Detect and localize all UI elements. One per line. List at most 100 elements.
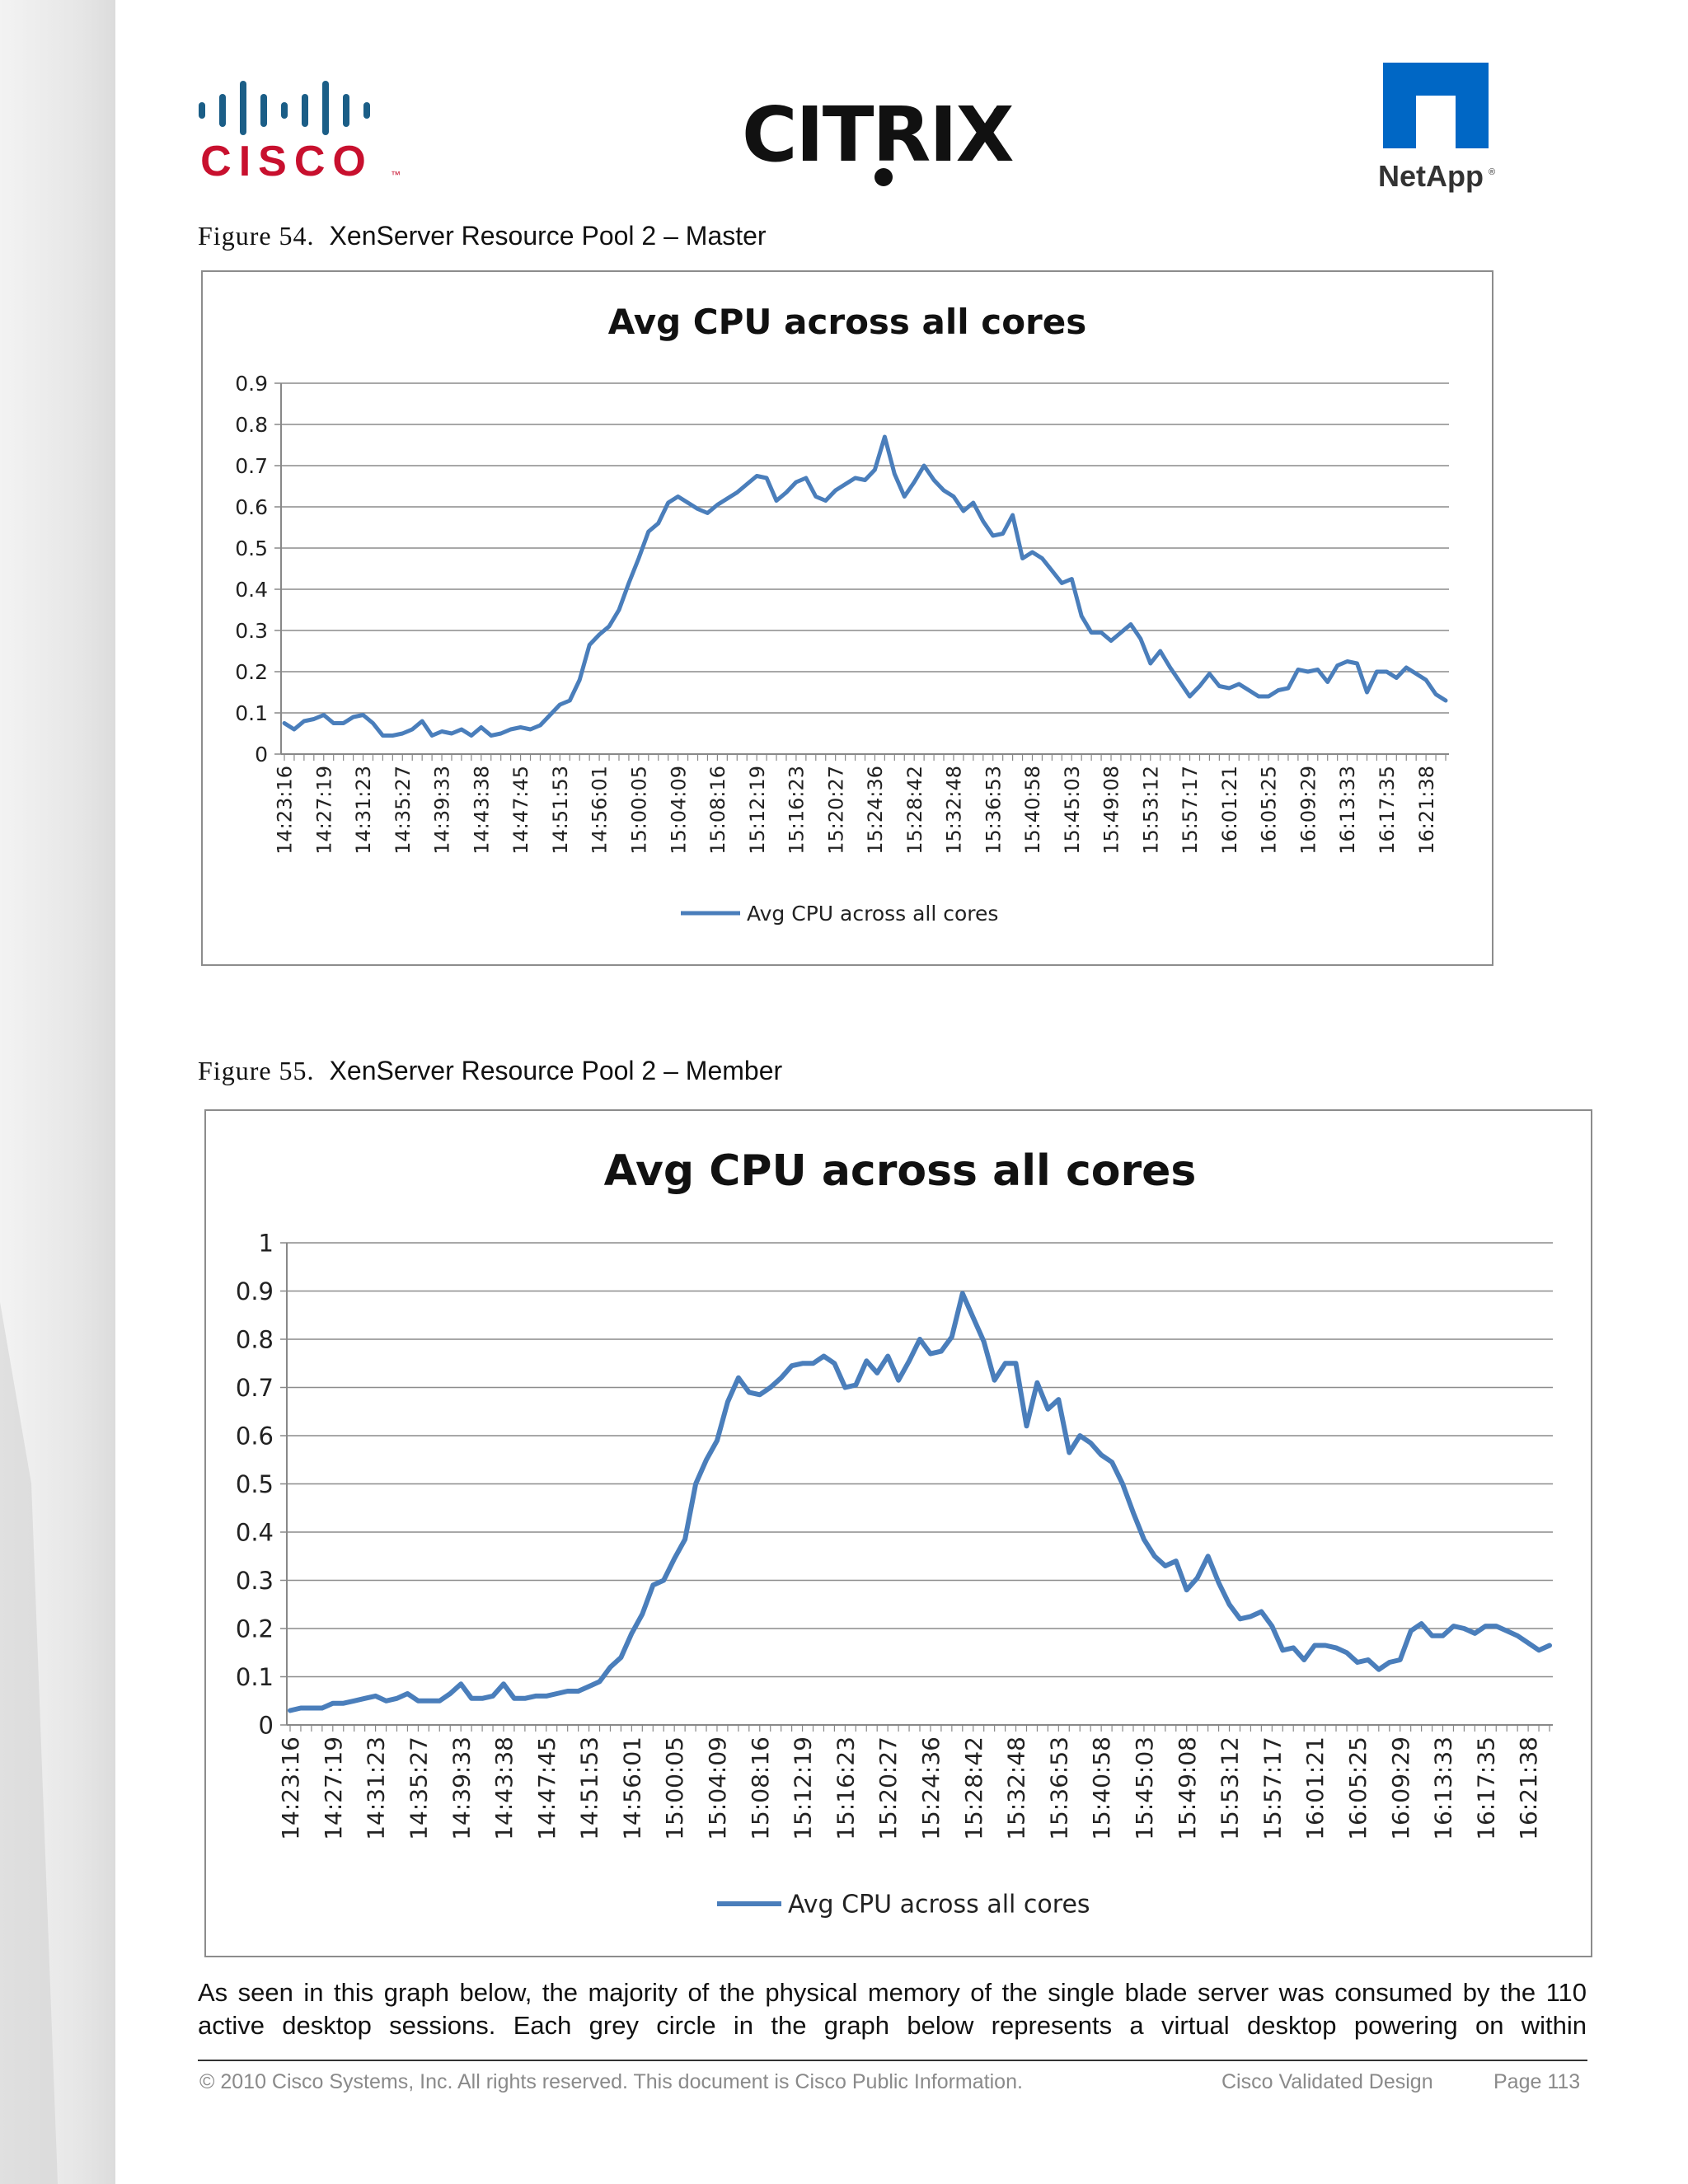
netapp-wordmark: NetApp — [1378, 159, 1484, 193]
netapp-logo: NetApp ® — [1376, 59, 1517, 199]
document-page: CISCO ™ CITRIX ® NetApp ® Figure 54. XenS… — [115, 0, 1688, 2184]
x-tick-label: 14:39:33 — [431, 766, 454, 855]
figure-55-caption: Figure 55. XenServer Resource Pool 2 – Me… — [198, 1056, 782, 1086]
y-tick-label: 0.9 — [235, 372, 268, 396]
x-tick-label: 15:32:48 — [943, 766, 966, 855]
x-tick-label: 16:21:38 — [1515, 1736, 1542, 1840]
page-left-band — [0, 0, 115, 2184]
y-tick-label: 0 — [259, 1711, 274, 1739]
netapp-n-icon — [1383, 63, 1489, 148]
x-tick-label: 15:53:12 — [1217, 1736, 1244, 1840]
cisco-bars-icon: CISCO ™ — [199, 81, 401, 185]
x-tick-label: 15:45:03 — [1131, 1736, 1158, 1840]
x-tick-label: 14:47:45 — [533, 1736, 560, 1840]
y-tick-label: 0.3 — [235, 619, 268, 643]
x-tick-label: 14:35:27 — [405, 1736, 432, 1840]
x-tick-label: 15:24:36 — [864, 766, 887, 855]
figure-number: Figure 54. — [198, 221, 315, 251]
cisco-wordmark: CISCO — [200, 138, 373, 185]
x-tick-label: 15:12:19 — [746, 766, 769, 855]
chart-title: Avg CPU across all cores — [608, 302, 1087, 342]
legend-label: Avg CPU across all cores — [788, 1891, 1090, 1919]
y-tick-label: 0.1 — [236, 1663, 274, 1691]
y-tick-label: 0.2 — [235, 660, 268, 684]
y-tick-label: 0.5 — [235, 537, 268, 560]
figure-number: Figure 55. — [198, 1056, 315, 1085]
x-tick-label: 16:01:21 — [1218, 766, 1241, 855]
figure-54-caption: Figure 54. XenServer Resource Pool 2 – Ma… — [198, 221, 767, 251]
citrix-logo-mark: CITRIX ® — [742, 91, 1015, 186]
chart-figure-55: Avg CPU across all cores 0 0.1 0.2 0.3 0.4 0.5… — [204, 1109, 1592, 1957]
x-tick-label: 15:12:19 — [790, 1736, 817, 1840]
citrix-logo: CITRIX ® — [734, 78, 1030, 194]
y-tick-label: 0.6 — [236, 1422, 274, 1450]
series-line — [288, 1291, 1552, 1713]
x-tick-label: 14:27:19 — [312, 766, 335, 855]
y-tick-label: 0.8 — [236, 1325, 274, 1353]
x-tick-label: 14:56:01 — [618, 1736, 645, 1840]
x-tick-label: 16:05:25 — [1344, 1736, 1372, 1840]
x-tick-label: 15:16:23 — [832, 1736, 859, 1840]
x-tick-label: 16:01:21 — [1301, 1736, 1329, 1840]
x-tick-label: 14:43:38 — [470, 766, 493, 855]
x-tick-label: 16:09:29 — [1387, 1736, 1414, 1840]
x-tick-label: 16:13:33 — [1336, 766, 1359, 855]
x-tick-label: 15:20:27 — [874, 1736, 902, 1840]
x-tick-label: 15:28:42 — [960, 1736, 987, 1840]
x-tick-label: 15:49:08 — [1100, 766, 1123, 855]
cisco-trademark: ™ — [391, 169, 401, 180]
x-tick-label: 15:04:09 — [704, 1736, 731, 1840]
body-paragraph: As seen in this graph below, the majorit… — [198, 1978, 1587, 2040]
x-tick-label: 14:51:53 — [549, 766, 572, 855]
x-tick-label: 14:23:16 — [274, 766, 297, 855]
citrix-wordmark: CITRIX — [742, 91, 1014, 179]
citrix-dot-icon — [874, 168, 893, 186]
y-tick-label: 0.4 — [235, 578, 268, 602]
x-tick-label: 14:23:16 — [277, 1736, 304, 1840]
x-tick-label: 14:51:53 — [576, 1736, 603, 1840]
x-tick-label: 15:08:16 — [747, 1736, 774, 1840]
footer-copyright: © 2010 Cisco Systems, Inc. All rights re… — [199, 2070, 1023, 2093]
x-tick-label: 16:17:35 — [1376, 766, 1399, 855]
chart-figure-54: Avg CPU across all cores 0 0.1 0.2 0.3 0.4 0.5… — [201, 270, 1493, 966]
x-tick-label: 15:00:05 — [628, 766, 651, 855]
x-tick-label: 14:43:38 — [490, 1736, 518, 1840]
x-tick-label: 15:57:17 — [1179, 766, 1202, 855]
chart-svg-1: Avg CPU across all cores 0 0.1 0.2 0.3 0.4 0.5… — [235, 302, 1449, 926]
y-tick-label: 0.4 — [236, 1518, 274, 1546]
figure-title: XenServer Resource Pool 2 – Member — [329, 1056, 783, 1085]
y-tick-label: 0.6 — [235, 495, 268, 519]
x-tick-label: 14:31:23 — [352, 766, 375, 855]
chart-svg-2: Avg CPU across all cores 0 0.1 0.2 0.3 0.4 0.5… — [236, 1146, 1553, 1919]
x-tick-label: 15:20:27 — [824, 766, 847, 855]
citrix-registered: ® — [993, 105, 1003, 120]
x-tick-label: 15:40:58 — [1088, 1736, 1115, 1840]
x-tick-label: 15:57:17 — [1259, 1736, 1286, 1840]
x-tick-label: 15:36:53 — [1045, 1736, 1072, 1840]
y-tick-label: 0.7 — [236, 1374, 274, 1402]
x-tick-label: 15:08:16 — [706, 766, 729, 855]
x-tick-label: 15:28:42 — [903, 766, 926, 855]
left-band-shadow — [0, 1302, 58, 2184]
y-tick-label: 0.5 — [236, 1470, 274, 1498]
x-tick-label: 15:04:09 — [667, 766, 690, 855]
x-tick-label: 14:47:45 — [509, 766, 532, 855]
x-tick-label: 16:17:35 — [1472, 1736, 1499, 1840]
y-tick-label: 0.8 — [235, 413, 268, 437]
x-tick-label: 16:13:33 — [1430, 1736, 1457, 1840]
x-tick-label: 14:39:33 — [448, 1736, 475, 1840]
x-tick-label: 15:53:12 — [1139, 766, 1162, 855]
x-tick-label: 14:27:19 — [320, 1736, 347, 1840]
cisco-logo: CISCO ™ — [195, 73, 409, 188]
x-tick-label: 15:40:58 — [1021, 766, 1044, 855]
series-line — [282, 434, 1448, 738]
y-tick-label: 0.7 — [235, 454, 268, 478]
x-tick-label: 14:56:01 — [588, 766, 612, 855]
y-tick-label: 0.2 — [236, 1615, 274, 1643]
figure-title: XenServer Resource Pool 2 – Master — [329, 221, 767, 251]
x-tick-label: 15:16:23 — [785, 766, 809, 855]
x-tick-label: 15:45:03 — [1061, 766, 1084, 855]
y-tick-label: 0.1 — [235, 701, 268, 725]
x-tick-label: 15:36:53 — [982, 766, 1005, 855]
x-tick-label: 15:32:48 — [1003, 1736, 1030, 1840]
